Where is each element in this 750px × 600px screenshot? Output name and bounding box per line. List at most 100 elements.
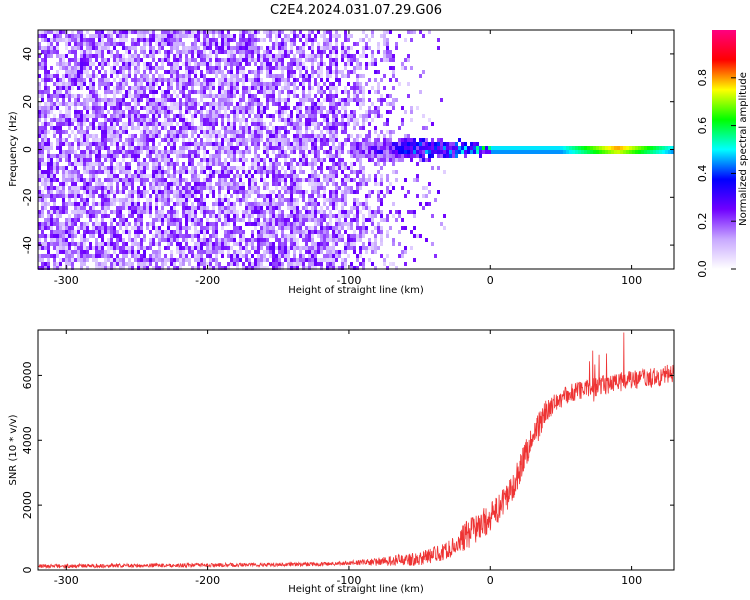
spectrogram-cell [89, 178, 92, 182]
spectrogram-cell [92, 186, 95, 190]
spectrogram-cell [161, 222, 164, 226]
spectrogram-cell [353, 246, 356, 250]
spectrogram-cell [47, 30, 50, 34]
spectrogram-cell [110, 242, 113, 246]
spectrogram-cell [227, 106, 230, 110]
spectrogram-cell [80, 86, 83, 90]
spectrogram-cell [74, 242, 77, 246]
spectrogram-cell [326, 70, 329, 74]
spectrogram-cell [302, 54, 305, 58]
spectrogram-cell [107, 86, 110, 90]
spectrogram-cell [311, 46, 314, 50]
spectrogram-cell [323, 62, 326, 66]
spectrogram-cell [281, 58, 284, 62]
spectrogram-cell [224, 146, 227, 150]
spectrogram-cell [38, 150, 41, 154]
spectrogram-cell [212, 106, 215, 110]
spectrogram-cell [89, 254, 92, 258]
spectrogram-cell [275, 254, 278, 258]
spectrogram-cell [320, 234, 323, 238]
spectrogram-cell [179, 258, 182, 262]
spectrogram-cell [281, 138, 284, 142]
spectrogram-cell [104, 266, 107, 270]
spectrogram-cell [137, 162, 140, 166]
spectrogram-cell [146, 266, 149, 270]
spectrogram-cell [359, 186, 362, 190]
spectrogram-cell [200, 50, 203, 54]
spectrogram-cell [128, 194, 131, 198]
spectrogram-cell [227, 62, 230, 66]
spectrogram-cell [263, 250, 266, 254]
spectrogram-cell [188, 82, 191, 86]
spectrogram-cell [89, 174, 92, 178]
spectrogram-cell [350, 98, 353, 102]
spectrogram-cell [41, 50, 44, 54]
spectrogram-cell [374, 154, 377, 158]
spectrogram-cell [152, 178, 155, 182]
spectrogram-cell [62, 82, 65, 86]
spectrogram-cell [224, 66, 227, 70]
spectrogram-cell [170, 86, 173, 90]
spectrogram-cell [356, 62, 359, 66]
spectrogram-cell [77, 118, 80, 122]
spectrogram-cell [203, 234, 206, 238]
spectrogram-cell [50, 194, 53, 198]
spectrogram-cell [371, 30, 374, 34]
spectrogram-cell [191, 210, 194, 214]
spectrogram-cell [341, 162, 344, 166]
spectrogram-cell [107, 166, 110, 170]
spectrogram-cell [230, 158, 233, 162]
spectrogram-cell [65, 206, 68, 210]
spectrogram-cell [113, 58, 116, 62]
spectrogram-cell [71, 150, 74, 154]
spectrogram-cell [350, 150, 353, 154]
spectrogram-cell [209, 158, 212, 162]
spectrogram-cell [353, 198, 356, 202]
spectrogram-cell [338, 34, 341, 38]
spectrogram-cell [83, 238, 86, 242]
spectrogram-cell [227, 46, 230, 50]
spectrogram-cell [284, 170, 287, 174]
spectrogram-cell [74, 34, 77, 38]
spectrogram-cell [68, 262, 71, 266]
spectrogram-cell [263, 30, 266, 34]
spectrogram-cell [143, 174, 146, 178]
spectrogram-cell [260, 170, 263, 174]
spectrogram-cell [149, 146, 152, 150]
spectrogram-cell [356, 138, 359, 142]
spectrogram-cell [131, 202, 134, 206]
spectrogram-cell [53, 266, 56, 270]
spectrogram-cell [71, 238, 74, 242]
spectrogram-cell [140, 150, 143, 154]
spectrogram-cell [182, 194, 185, 198]
spectrogram-cell [290, 174, 293, 178]
spectrogram-cell [257, 78, 260, 82]
spectrogram-cell [44, 134, 47, 138]
spectrogram-cell [371, 50, 374, 54]
spectrogram-cell [215, 58, 218, 62]
spectrogram-cell [359, 90, 362, 94]
spectrogram-cell [203, 158, 206, 162]
spectrogram-cell [143, 66, 146, 70]
spectrogram-cell [242, 170, 245, 174]
spectrogram-cell [116, 110, 119, 114]
spectrogram-cell [359, 210, 362, 214]
spectrogram-cell [353, 42, 356, 46]
spectrogram-cell [65, 166, 68, 170]
spectrogram-cell [299, 182, 302, 186]
spectrogram-cell [212, 202, 215, 206]
spectrogram-cell [215, 70, 218, 74]
spectrogram-cell [239, 186, 242, 190]
spectrogram-cell [86, 134, 89, 138]
spectrogram-cell [122, 46, 125, 50]
spectrogram-cell [38, 142, 41, 146]
spectrogram-cell [44, 194, 47, 198]
spectrogram-cell [71, 146, 74, 150]
spectrogram-cell [317, 182, 320, 186]
spectrogram-cell [335, 190, 338, 194]
spectrogram-cell [239, 62, 242, 66]
spectrogram-cell [335, 154, 338, 158]
spectrogram-cell [53, 234, 56, 238]
spectrogram-cell [110, 162, 113, 166]
spectrogram-cell [230, 154, 233, 158]
